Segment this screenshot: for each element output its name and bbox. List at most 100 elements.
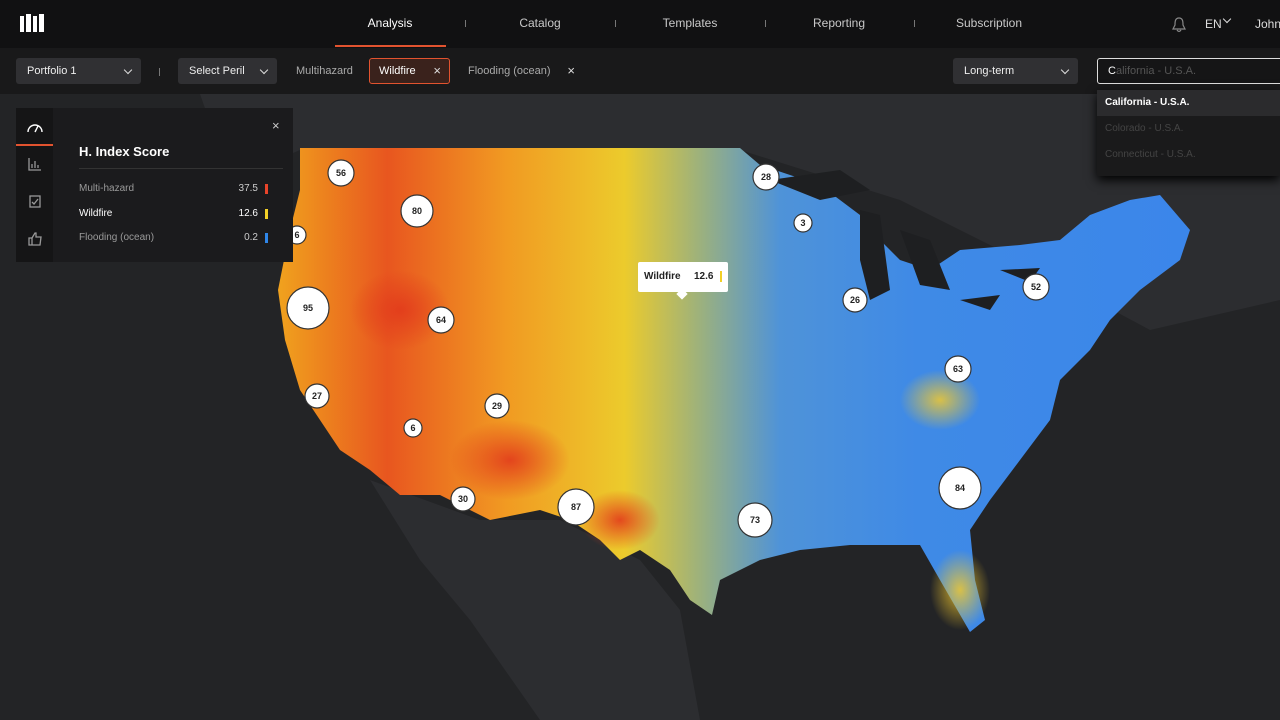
row-value: 0.2	[244, 232, 258, 243]
cluster-count: 3	[800, 218, 805, 228]
language[interactable]: EN	[1205, 17, 1222, 31]
active-tab-indicator	[16, 144, 53, 146]
cluster[interactable]	[484, 393, 510, 419]
thumb-icon[interactable]	[28, 232, 42, 246]
cluster-count: 30	[458, 494, 468, 504]
nav-item[interactable]: Templates	[662, 16, 718, 30]
panel-title: H. Index Score	[79, 144, 170, 159]
clusters: 56 80 6 95 64 27 6 29 30 87 73 84 63 26 52 3 28	[286, 159, 1050, 538]
separator	[159, 68, 160, 76]
row-color	[265, 233, 268, 243]
hotspot	[930, 550, 990, 630]
remove-peril[interactable]: ×	[433, 63, 441, 78]
row-value: 12.6	[238, 207, 258, 219]
map-tooltip: Wildfire 12.6	[638, 262, 728, 300]
peril-chip[interactable]: Multihazard	[287, 58, 362, 84]
row-value: 37.5	[238, 183, 258, 194]
separator	[465, 20, 466, 27]
cluster-count: 28	[761, 172, 771, 182]
suggestion[interactable]: Connecticut - U.S.A.	[1105, 149, 1196, 160]
peril-label: Wildfire	[379, 65, 416, 77]
cluster-count: 64	[436, 315, 446, 325]
cluster-count: 95	[303, 303, 313, 313]
cluster[interactable]	[400, 194, 434, 228]
horizon-label: Long-term	[964, 65, 1015, 77]
nav-item[interactable]: Catalog	[519, 16, 561, 30]
suggestion[interactable]: Colorado - U.S.A.	[1105, 123, 1184, 134]
cluster-count: 63	[953, 364, 963, 374]
cluster-count: 87	[571, 502, 581, 512]
row-label: Flooding (ocean)	[79, 232, 155, 243]
cluster-count: 29	[492, 401, 502, 411]
cluster-count: 52	[1031, 282, 1041, 292]
search-completion: alifornia - U.S.A.	[1115, 65, 1197, 77]
close-button[interactable]: ×	[272, 118, 280, 133]
language-chevron	[1222, 14, 1232, 24]
tooltip-value: 12.6	[694, 271, 714, 282]
search-suggestions: California - U.S.A. Colorado - U.S.A. Conn…	[1097, 90, 1280, 176]
great-lakes	[770, 170, 1040, 310]
cluster[interactable]	[286, 286, 330, 330]
cluster-count: 56	[336, 168, 346, 178]
row-label: Wildfire	[79, 207, 113, 219]
divider	[79, 168, 283, 169]
portfolio-label: Portfolio 1	[27, 65, 77, 77]
cluster[interactable]	[842, 287, 868, 313]
cluster-count: 73	[750, 515, 760, 525]
canada	[200, 94, 1280, 330]
suggestion[interactable]: California - U.S.A.	[1097, 90, 1280, 116]
peril-label: Flooding (ocean)	[468, 65, 551, 77]
score-panel: × H. Index Score Multi-hazard 37.5 Wildfir…	[16, 108, 293, 262]
mexico	[370, 480, 700, 720]
clipboard-icon[interactable]	[28, 194, 42, 208]
cluster[interactable]	[304, 383, 330, 409]
nav-item[interactable]: Subscription	[955, 16, 1023, 30]
cluster[interactable]	[557, 488, 595, 526]
tooltip-color	[720, 271, 722, 282]
tooltip-label: Wildfire	[644, 271, 681, 282]
cluster[interactable]	[938, 466, 982, 510]
cluster-count: 6	[294, 230, 299, 240]
bell-icon[interactable]	[1172, 17, 1186, 33]
portfolio-select[interactable]: Portfolio 1	[16, 58, 141, 84]
nav-item[interactable]: Analysis	[367, 16, 413, 30]
us-hazard-layer	[278, 148, 1190, 632]
separator	[914, 20, 915, 27]
cluster-count: 27	[312, 391, 322, 401]
peril-chip[interactable]: Wildfire ×	[369, 58, 450, 84]
cluster[interactable]	[737, 502, 773, 538]
cluster[interactable]	[450, 486, 476, 512]
logo[interactable]	[20, 14, 48, 34]
peril-label: Multihazard	[296, 65, 353, 77]
horizon-select[interactable]: Long-term	[953, 58, 1078, 84]
panel-sidebar	[16, 108, 53, 262]
hotspot	[900, 370, 980, 430]
cluster[interactable]	[327, 159, 355, 187]
separator	[615, 20, 616, 27]
hotspot	[580, 490, 660, 550]
cluster-count: 80	[412, 206, 422, 216]
remove-peril[interactable]: ×	[567, 63, 575, 78]
row-color	[265, 208, 268, 219]
peril-select[interactable]: Select Peril	[178, 58, 277, 84]
separator	[765, 20, 766, 27]
row-label: Multi-hazard	[79, 183, 135, 194]
cluster[interactable]	[752, 163, 780, 191]
peril-chip[interactable]: Flooding (ocean) ×	[459, 58, 583, 84]
header: Analysis Catalog Templates Reporting Subscri…	[0, 0, 1280, 48]
row-color	[265, 184, 268, 194]
cluster[interactable]	[793, 213, 813, 233]
gauge-icon[interactable]	[26, 120, 44, 134]
nav-item[interactable]: Reporting	[812, 16, 866, 30]
cluster[interactable]	[944, 355, 972, 383]
chart-icon[interactable]	[28, 157, 42, 171]
cluster-count: 26	[850, 295, 860, 305]
cluster[interactable]	[427, 306, 455, 334]
cluster[interactable]	[1022, 273, 1050, 301]
cluster[interactable]	[403, 418, 423, 438]
user[interactable]: John	[1255, 17, 1280, 31]
search-input[interactable]: California - U.S.A.	[1097, 58, 1280, 84]
cluster-count: 6	[410, 423, 415, 433]
